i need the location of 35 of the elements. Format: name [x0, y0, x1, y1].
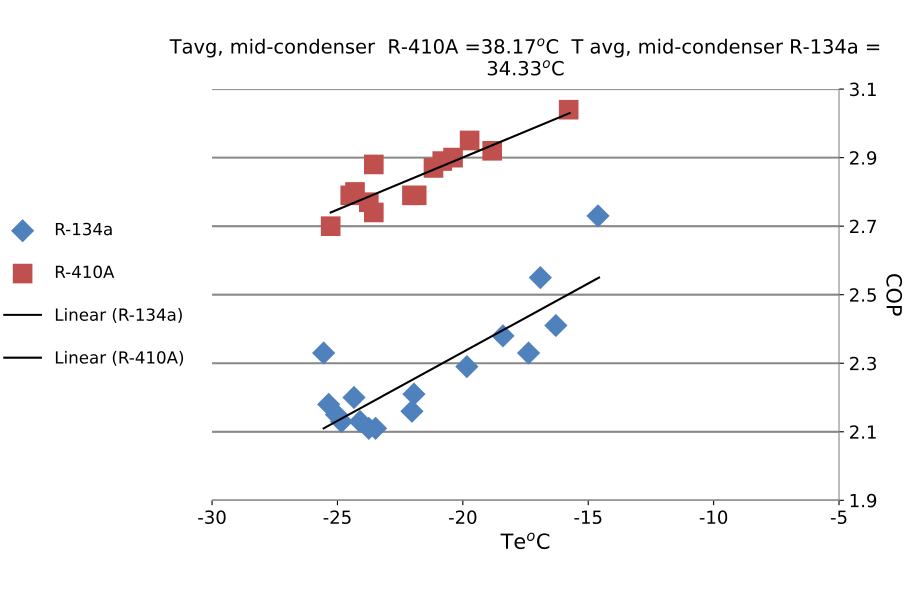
x-tick-label: -15	[574, 510, 602, 524]
point	[342, 386, 366, 410]
x-tick-label: -30	[198, 510, 226, 524]
y-tick-label: 2.9	[850, 151, 876, 165]
point	[455, 355, 478, 378]
point	[320, 216, 340, 236]
legend-label: R-134a	[56, 222, 112, 236]
chart-title: Tavg, mid-condenser R-410A =38.17$^{o}$C T avg, mid-condenser R-134a = 34.33$^{o}$C	[170, 38, 880, 76]
point	[516, 341, 540, 365]
y-axis-title: COP	[886, 274, 902, 316]
point	[528, 266, 552, 290]
x-tick-label: -5	[830, 510, 846, 524]
point	[402, 382, 426, 406]
point	[364, 154, 384, 174]
x-tick-label: -10	[700, 510, 728, 524]
point	[406, 186, 427, 206]
point	[312, 341, 336, 365]
y-tick-label: 2.5	[850, 288, 876, 302]
x-tick-label: -25	[324, 510, 351, 524]
legend-label: Linear (R-410A)	[56, 350, 184, 366]
point	[460, 130, 480, 150]
y-tick-label: 1.9	[850, 494, 876, 508]
x-axis-title: Te$^{o}$C	[500, 532, 550, 550]
legend-label: Linear (R-134a)	[56, 308, 182, 323]
point	[586, 204, 610, 228]
legend-label: R-410A	[56, 266, 114, 278]
y-tick-label: 2.7	[850, 220, 876, 234]
y-tick-label: 3.1	[850, 82, 876, 96]
point	[544, 314, 568, 338]
y-tick-label: 2.3	[850, 356, 876, 370]
point	[364, 202, 384, 222]
point	[558, 100, 578, 120]
x-tick-label: -20	[448, 510, 476, 524]
point	[400, 400, 424, 423]
y-tick-label: 2.1	[850, 425, 876, 439]
